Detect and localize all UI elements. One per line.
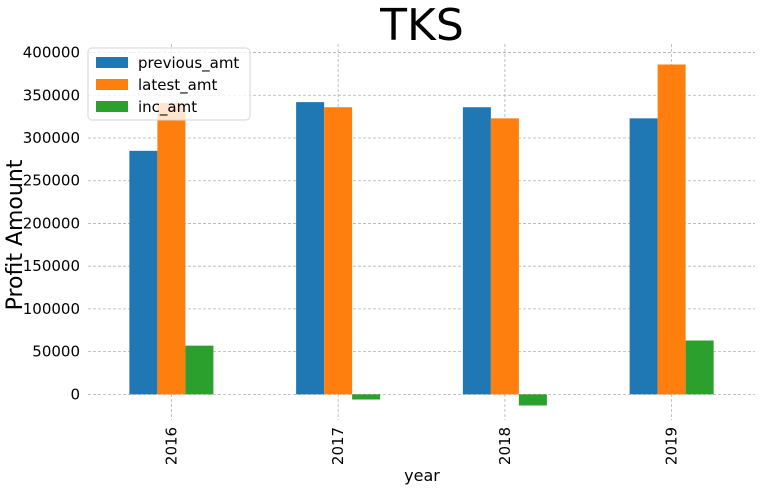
bar-inc_amt-2019 — [685, 340, 714, 395]
x-tick-label: 2017 — [329, 427, 347, 465]
legend: previous_amt latest_amt inc_amt — [87, 47, 251, 121]
legend-label-latest_amt: latest_amt — [138, 76, 217, 95]
chart-title: TKS — [379, 0, 464, 51]
y-tick-label: 250000 — [23, 172, 80, 190]
legend-label-previous_amt: previous_amt — [138, 54, 239, 73]
y-tick-labels: 0 50000 100000 150000 200000 250000 300000 3500… — [23, 44, 80, 404]
y-tick-label: 300000 — [23, 129, 80, 147]
y-tick-label: 200000 — [23, 214, 80, 232]
bars — [129, 64, 714, 406]
legend-box — [87, 47, 251, 121]
legend-label-inc_amt: inc_amt — [138, 98, 197, 117]
bar-previous_amt-2017 — [296, 102, 325, 395]
bar-latest_amt-2017 — [324, 107, 353, 395]
bar-previous_amt-2018 — [462, 107, 491, 395]
bar-latest_amt-2019 — [657, 64, 686, 395]
bar-previous_amt-2019 — [629, 118, 658, 395]
x-tick-labels: 2016 2017 2018 2019 — [162, 427, 680, 465]
x-tick-label: 2019 — [663, 427, 681, 465]
x-axis-label: year — [404, 466, 440, 485]
y-tick-label: 150000 — [23, 257, 80, 275]
y-tick-label: 350000 — [23, 86, 80, 104]
x-tick-label: 2018 — [496, 427, 514, 465]
y-tick-label: 0 — [70, 385, 80, 403]
bar-inc_amt-2018 — [518, 394, 547, 406]
bar-latest_amt-2016 — [157, 102, 186, 395]
bar-previous_amt-2016 — [129, 150, 158, 395]
bar-latest_amt-2018 — [490, 118, 519, 395]
legend-swatch-latest_amt — [96, 79, 128, 90]
legend-swatch-inc_amt — [96, 101, 128, 112]
bar-inc_amt-2017 — [352, 394, 381, 400]
y-axis-label: Profit Amount — [3, 159, 28, 310]
y-tick-label: 400000 — [23, 44, 80, 62]
bar-inc_amt-2016 — [185, 345, 214, 395]
y-tick-label: 50000 — [32, 343, 80, 361]
y-tick-label: 100000 — [23, 300, 80, 318]
legend-swatch-previous_amt — [96, 57, 128, 68]
x-tick-label: 2016 — [162, 427, 180, 465]
